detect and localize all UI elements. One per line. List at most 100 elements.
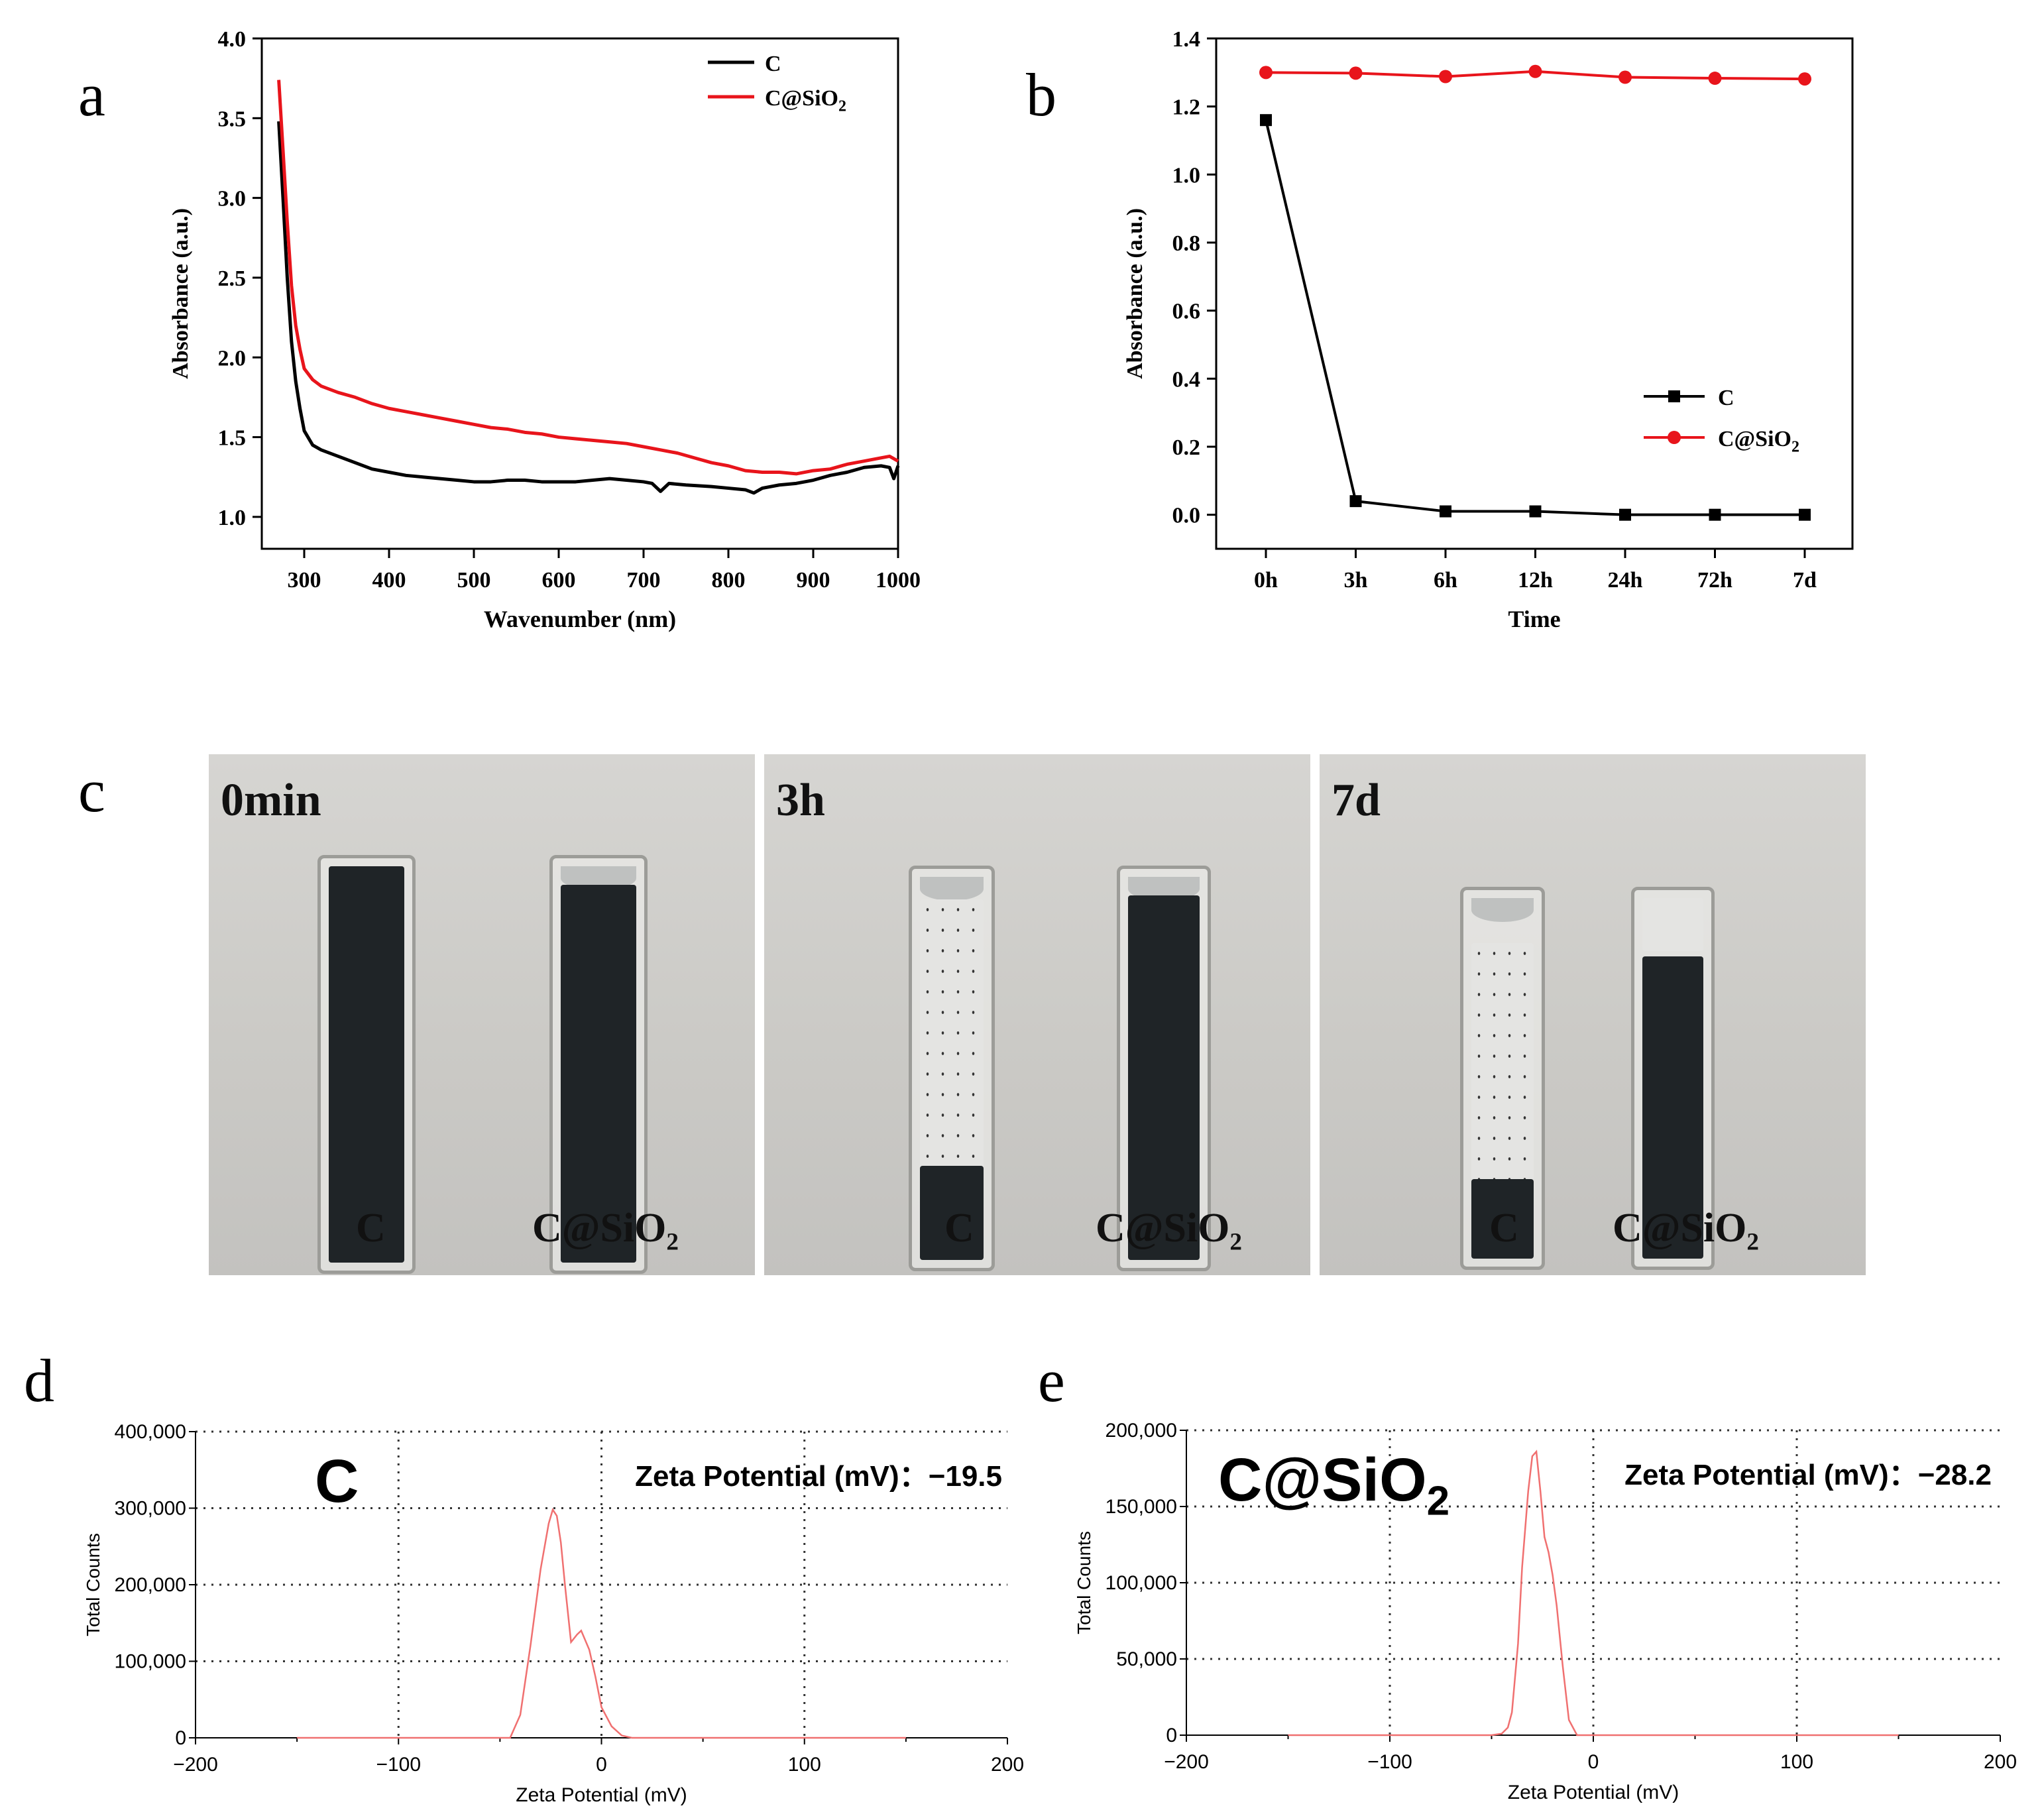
photo-label: 7d — [1332, 775, 1381, 826]
data-point — [1259, 66, 1273, 80]
photo-label: 0min — [221, 775, 321, 826]
data-point — [1439, 70, 1452, 84]
y-tick-label: 200,000 — [115, 1574, 186, 1596]
x-tick-label: 0 — [596, 1754, 607, 1776]
x-tick-label: 12h — [1518, 568, 1553, 593]
y-axis-label: Total Counts — [1074, 1531, 1094, 1634]
data-point — [1529, 505, 1542, 518]
panel-letter-b: b — [1026, 61, 1056, 129]
y-tick-label: 400,000 — [115, 1421, 186, 1443]
x-tick-label: −200 — [1164, 1751, 1209, 1773]
y-tick-label: 4.0 — [218, 27, 247, 52]
x-tick-label: 3h — [1344, 568, 1368, 593]
x-axis-label: Zeta Potential (mV) — [516, 1784, 687, 1806]
y-tick-label: 0.8 — [1172, 231, 1201, 256]
panel-letter-e: e — [1038, 1347, 1065, 1414]
series-line-c — [1265, 119, 1805, 516]
x-tick-label: 0 — [1588, 1751, 1599, 1773]
y-tick-label: 3.5 — [218, 107, 247, 131]
data-point — [1619, 508, 1631, 521]
x-axis-label: Wavenumber (nm) — [484, 606, 676, 632]
cuvette-name-c: C — [944, 1206, 974, 1251]
cuvette-name-c: C — [356, 1206, 386, 1251]
x-tick-label: 6h — [1434, 568, 1457, 593]
plot-frame — [1215, 37, 1854, 550]
y-tick-label: 100,000 — [1106, 1572, 1177, 1594]
data-point — [1798, 72, 1811, 86]
chart-a: 300 400 500 600 700 800 900 1000 1.0 1.5 2.0 2.5 3.0… — [168, 27, 921, 632]
x-tick-label: −100 — [376, 1754, 421, 1776]
cuvette-c — [909, 866, 995, 1271]
plot-frame — [260, 37, 899, 550]
chart-title: C@SiO2 — [1218, 1446, 1449, 1524]
photo-label: 3h — [776, 775, 825, 826]
data-point — [1528, 64, 1542, 78]
x-axis-label: Time — [1508, 606, 1560, 632]
y-tick-label: 0.6 — [1172, 300, 1201, 324]
cuvette-c — [1460, 887, 1545, 1270]
cuvette-c-sio2 — [1117, 866, 1211, 1271]
y-tick-label: 1.4 — [1172, 27, 1201, 52]
x-tick-label: 500 — [457, 568, 491, 593]
panel-letter-c: c — [78, 757, 105, 825]
chart-d: −200 −100 0 100 200 0 100,000 200,000 300,000 400… — [83, 1421, 1024, 1806]
cuvette-name-c: C — [1489, 1206, 1519, 1251]
y-axis-label: Total Counts — [83, 1533, 103, 1636]
data-point — [1349, 66, 1363, 80]
series-line-c — [277, 121, 900, 495]
chart-title: C — [315, 1448, 359, 1515]
y-axis-label: Absorbance (a.u.) — [168, 208, 193, 379]
x-tick-label: 72h — [1697, 568, 1732, 593]
y-tick-label: 0 — [175, 1727, 186, 1749]
y-tick-label: 1.2 — [1172, 95, 1201, 120]
data-point — [1709, 508, 1721, 521]
photo-3h: 3h C C@SiO₂ — [764, 754, 1310, 1275]
y-tick-label: 150,000 — [1106, 1496, 1177, 1518]
y-tick-label: 1.5 — [218, 426, 247, 451]
series-line — [297, 1507, 906, 1739]
x-tick-label: 400 — [372, 568, 406, 593]
x-tick-label: 24h — [1608, 568, 1643, 593]
x-tick-label: −100 — [1367, 1751, 1412, 1773]
legend-label: C@SiO2 — [1718, 427, 1799, 455]
data-point — [1799, 508, 1811, 521]
x-tick-label: 200 — [991, 1754, 1024, 1776]
x-tick-label: 800 — [712, 568, 746, 593]
cuvette-name-c-sio2: C@SiO₂ — [1096, 1206, 1242, 1251]
x-tick-label: 100 — [1780, 1751, 1813, 1773]
panel-letter-a: a — [78, 61, 105, 129]
photo-0min: 0min C C@SiO₂ — [209, 754, 755, 1275]
x-axis-label: Zeta Potential (mV) — [1508, 1782, 1679, 1803]
x-tick-label: 300 — [288, 568, 321, 593]
y-tick-label: 2.0 — [218, 346, 247, 370]
legend-label: C@SiO2 — [765, 86, 846, 115]
y-tick-label: 2.5 — [218, 266, 247, 291]
photo-7d: 7d C C@SiO₂ — [1320, 754, 1866, 1275]
cuvette-name-c-sio2: C@SiO₂ — [532, 1206, 679, 1251]
data-point — [1708, 72, 1722, 85]
legend-marker — [1668, 431, 1681, 444]
data-point — [1440, 505, 1451, 518]
panel-letter-d: d — [24, 1347, 54, 1414]
cuvette-name-c-sio2: C@SiO₂ — [1613, 1206, 1759, 1251]
data-point — [1260, 114, 1272, 127]
y-tick-label: 0.0 — [1172, 504, 1201, 528]
y-tick-label: 200,000 — [1106, 1420, 1177, 1442]
x-tick-label: 0h — [1254, 568, 1278, 593]
y-tick-label: 0.2 — [1172, 435, 1201, 460]
chart-e: −200 −100 0 100 200 0 50,000 100,000 150,000 200,… — [1074, 1420, 2017, 1803]
y-tick-label: 1.0 — [218, 506, 247, 530]
x-tick-label: −200 — [173, 1754, 218, 1776]
x-tick-label: 200 — [1984, 1751, 2017, 1773]
legend-marker — [1668, 390, 1680, 402]
chart-b: 0h 3h 6h 12h 24h 72h 7d 0.0 0.2 0.4 0.6 0.8 1.0 1.2 1.… — [1123, 27, 1854, 632]
x-tick-label: 100 — [788, 1754, 821, 1776]
y-tick-label: 3.0 — [218, 187, 247, 211]
data-point — [1349, 495, 1362, 508]
x-tick-label: 7d — [1793, 568, 1817, 593]
x-tick-label: 700 — [627, 568, 661, 593]
cuvette-c — [317, 855, 416, 1274]
y-tick-label: 100,000 — [115, 1651, 186, 1673]
legend-label: C — [765, 52, 781, 76]
